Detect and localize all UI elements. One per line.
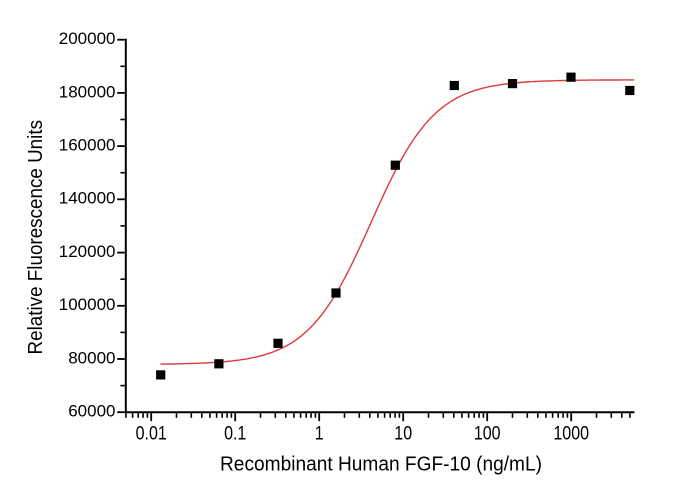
svg-text:10: 10 xyxy=(394,422,412,444)
svg-text:100: 100 xyxy=(474,422,501,444)
svg-text:60000: 60000 xyxy=(68,402,115,421)
svg-text:Recombinant Human FGF-10 (ng/m: Recombinant Human FGF-10 (ng/mL) xyxy=(220,454,542,476)
svg-text:0.1: 0.1 xyxy=(224,422,246,444)
svg-text:200000: 200000 xyxy=(59,29,116,48)
svg-text:80000: 80000 xyxy=(68,348,115,367)
svg-text:160000: 160000 xyxy=(59,136,116,155)
svg-text:Relative Fluorescence Units: Relative Fluorescence Units xyxy=(25,120,47,355)
svg-text:1000: 1000 xyxy=(553,422,589,444)
svg-text:1: 1 xyxy=(315,422,324,444)
svg-text:140000: 140000 xyxy=(59,189,116,208)
svg-text:120000: 120000 xyxy=(59,242,116,261)
svg-text:100000: 100000 xyxy=(59,295,116,314)
svg-text:0.01: 0.01 xyxy=(136,422,167,444)
svg-text:180000: 180000 xyxy=(59,82,116,101)
